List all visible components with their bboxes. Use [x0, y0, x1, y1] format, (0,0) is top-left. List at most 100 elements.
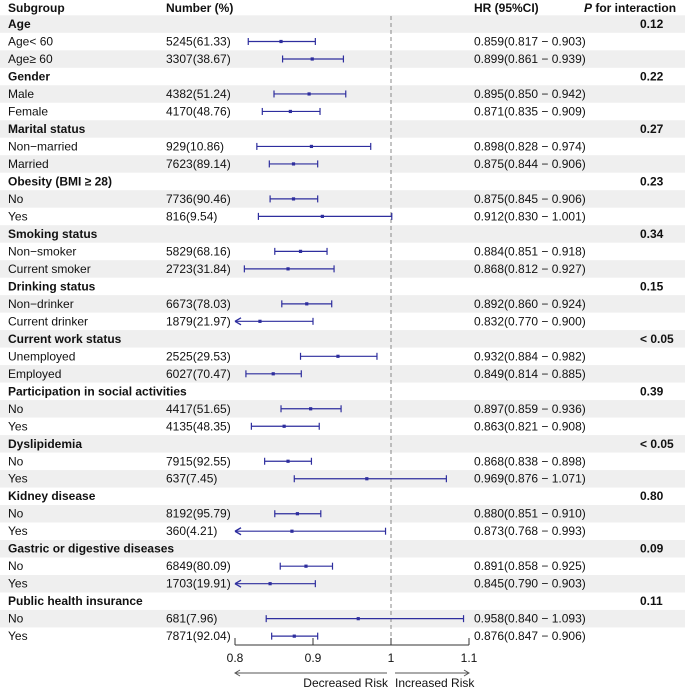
- row-hr-text: 0.859(0.817 − 0.903): [474, 34, 586, 48]
- row-hr-text: 0.899(0.861 − 0.939): [474, 52, 586, 66]
- row-label: No: [8, 612, 24, 626]
- group-name: Gender: [8, 69, 50, 83]
- row-label: Yes: [8, 524, 28, 538]
- hr-point: [305, 302, 309, 306]
- row-label: Age< 60: [8, 34, 53, 48]
- header-p-italic: P: [584, 1, 593, 15]
- row-shade: [0, 295, 685, 313]
- row-label: Non−drinker: [8, 297, 74, 311]
- ci-arrow-left: [234, 317, 242, 326]
- row-number: 4170(48.76): [166, 104, 231, 118]
- row-number: 637(7.45): [166, 472, 217, 486]
- row-shade: [0, 400, 685, 418]
- row-label: Age≥ 60: [8, 52, 53, 66]
- row-label: Yes: [8, 577, 28, 591]
- row-label: Current smoker: [8, 262, 91, 276]
- group-name: Current work status: [8, 332, 122, 346]
- group-name: Marital status: [8, 122, 86, 136]
- hr-point: [309, 144, 314, 149]
- hr-point: [356, 617, 360, 621]
- hr-point: [279, 39, 283, 44]
- group-p-value: 0.27: [640, 122, 664, 136]
- group-name: Dyslipidemia: [8, 437, 82, 451]
- row-number: 7623(89.14): [166, 157, 231, 171]
- row-hr-text: 0.891(0.858 − 0.925): [474, 559, 586, 573]
- header-number: Number (%): [166, 1, 233, 15]
- row-number: 5245(61.33): [166, 34, 231, 48]
- row-hr-text: 0.868(0.838 − 0.898): [474, 454, 586, 468]
- hr-point: [310, 57, 314, 61]
- row-label: Yes: [8, 419, 28, 433]
- row-label: Current drinker: [8, 314, 88, 328]
- row-shade: [0, 260, 685, 278]
- hr-point: [292, 634, 296, 638]
- hr-point: [320, 214, 324, 218]
- group-p-value: 0.22: [640, 69, 664, 83]
- row-number: 929(10.86): [166, 139, 224, 153]
- row-hr-text: 0.892(0.860 − 0.924): [474, 297, 586, 311]
- row-number: 2525(29.53): [166, 349, 231, 363]
- row-label: Yes: [8, 472, 28, 486]
- hr-point: [288, 109, 292, 114]
- group-p-value: 0.39: [640, 384, 664, 398]
- x-tick-label: 1: [388, 651, 395, 665]
- group-name: Public health insurance: [8, 594, 143, 608]
- row-number: 360(4.21): [166, 524, 217, 538]
- hr-point: [304, 564, 308, 568]
- row-hr-text: 0.912(0.830 − 1.001): [474, 209, 586, 223]
- x-tick-label: 0.9: [305, 651, 322, 665]
- group-name: Kidney disease: [8, 489, 96, 503]
- increased-risk-arrow: [395, 669, 470, 677]
- hr-point: [271, 372, 275, 376]
- hr-point: [298, 249, 303, 253]
- row-hr-text: 0.875(0.844 − 0.906): [474, 157, 586, 171]
- row-hr-text: 0.873(0.768 − 0.993): [474, 524, 586, 538]
- group-name: Smoking status: [8, 227, 98, 241]
- row-hr-text: 0.849(0.814 − 0.885): [474, 367, 586, 381]
- group-name: Obesity (BMI ≥ 28): [8, 174, 112, 188]
- row-label: Female: [8, 104, 48, 118]
- row-hr-text: 0.845(0.790 − 0.903): [474, 577, 586, 591]
- row-number: 1703(19.91): [166, 577, 231, 591]
- row-hr-text: 0.897(0.859 − 0.936): [474, 402, 586, 416]
- hr-point: [286, 459, 290, 463]
- row-number: 4417(51.65): [166, 402, 231, 416]
- header-subgroup: Subgroup: [8, 1, 65, 15]
- x-tick-label: 0.8: [227, 651, 244, 665]
- row-label: Non−smoker: [8, 244, 76, 258]
- hr-point: [291, 197, 296, 201]
- row-number: 5829(68.16): [166, 244, 231, 258]
- row-label: Married: [8, 157, 49, 171]
- row-number: 6673(78.03): [166, 297, 231, 311]
- x-tick-label: 1.1: [461, 651, 478, 665]
- row-hr-text: 0.871(0.835 − 0.909): [474, 104, 586, 118]
- group-p-value: 0.12: [640, 17, 664, 31]
- row-number: 7871(92.04): [166, 629, 231, 643]
- row-shade: [0, 15, 685, 33]
- row-hr-text: 0.880(0.851 − 0.910): [474, 507, 586, 521]
- hr-point: [291, 162, 296, 166]
- row-number: 1879(21.97): [166, 314, 231, 328]
- row-number: 7736(90.46): [166, 192, 231, 206]
- group-p-value: < 0.05: [640, 332, 674, 346]
- row-shade: [0, 155, 685, 173]
- row-shade: [0, 540, 685, 558]
- hr-point: [282, 424, 286, 428]
- group-name: Age: [8, 17, 31, 31]
- row-number: 681(7.96): [166, 612, 217, 626]
- row-shade: [0, 330, 685, 348]
- increased-risk-label: Increased Risk: [395, 676, 475, 689]
- hr-point: [307, 92, 311, 96]
- row-number: 6849(80.09): [166, 559, 231, 573]
- row-label: No: [8, 402, 24, 416]
- row-hr-text: 0.875(0.845 − 0.906): [474, 192, 586, 206]
- row-number: 3307(38.67): [166, 52, 231, 66]
- decreased-risk-arrow: [234, 669, 387, 677]
- row-number: 2723(31.84): [166, 262, 231, 276]
- header-hr: HR (95%CI): [474, 1, 539, 15]
- group-p-value: 0.80: [640, 489, 664, 503]
- hr-point: [290, 529, 294, 533]
- group-p-value: 0.15: [640, 279, 664, 293]
- row-hr-text: 0.969(0.876 − 1.071): [474, 472, 586, 486]
- group-name: Drinking status: [8, 279, 96, 293]
